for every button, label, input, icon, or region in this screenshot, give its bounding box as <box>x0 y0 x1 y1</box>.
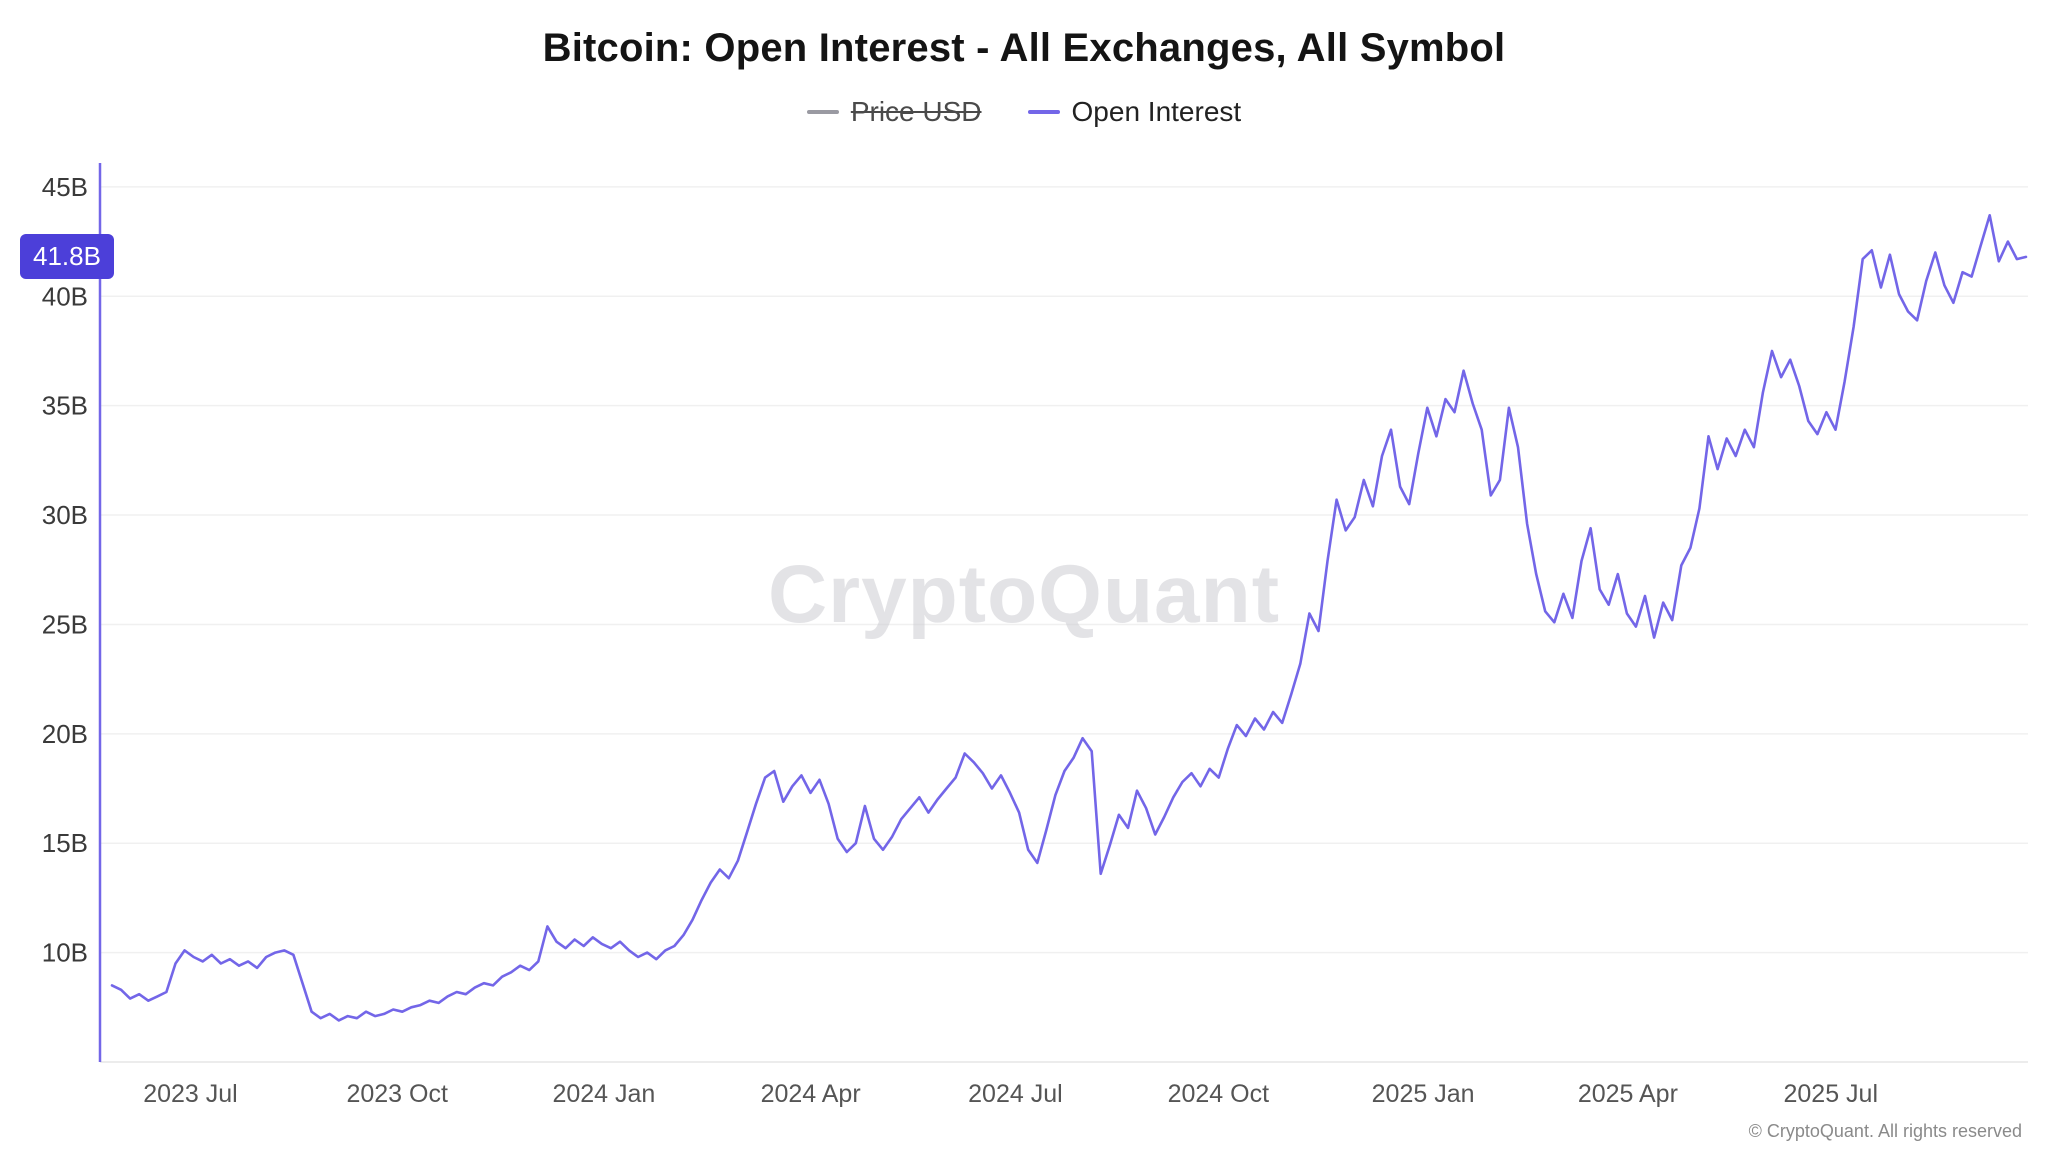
legend: Price USD Open Interest <box>0 96 2048 128</box>
y-axis-label: 25B <box>42 609 88 639</box>
y-axis-label: 20B <box>42 719 88 749</box>
y-axis-label: 10B <box>42 938 88 968</box>
x-axis-label: 2024 Apr <box>761 1080 861 1108</box>
y-axis-label: 35B <box>42 391 88 421</box>
x-axis-label: 2025 Apr <box>1578 1080 1678 1108</box>
legend-item-price-usd[interactable]: Price USD <box>806 96 982 128</box>
open-interest-line <box>110 214 2028 1022</box>
legend-item-open-interest[interactable]: Open Interest <box>1027 96 1242 128</box>
x-axis-label: 2023 Jul <box>143 1080 238 1108</box>
copyright-text: © CryptoQuant. All rights reserved <box>1748 1121 2022 1141</box>
y-axis-label: 30B <box>42 500 88 530</box>
legend-label-open-interest: Open Interest <box>1071 96 1242 127</box>
legend-label-price-usd: Price USD <box>850 96 982 127</box>
open-interest-swatch-icon <box>1027 110 1060 114</box>
x-axis-label: 2025 Jan <box>1372 1080 1475 1108</box>
y-axis-label: 15B <box>42 828 88 858</box>
y-axis-label: 45B <box>42 172 88 202</box>
x-axis-label: 2024 Jul <box>968 1080 1063 1108</box>
chart-title: Bitcoin: Open Interest - All Exchanges, … <box>542 26 1506 70</box>
x-axis-label: 2025 Jul <box>1784 1080 1879 1108</box>
x-axis-label: 2023 Oct <box>346 1080 448 1108</box>
current-value-badge: 41.8B <box>20 233 114 279</box>
x-axis-label: 2024 Jan <box>552 1080 655 1108</box>
price-usd-swatch-icon <box>806 110 839 114</box>
y-axis-label: 40B <box>42 281 88 311</box>
x-axis-label: 2024 Oct <box>1168 1080 1270 1108</box>
